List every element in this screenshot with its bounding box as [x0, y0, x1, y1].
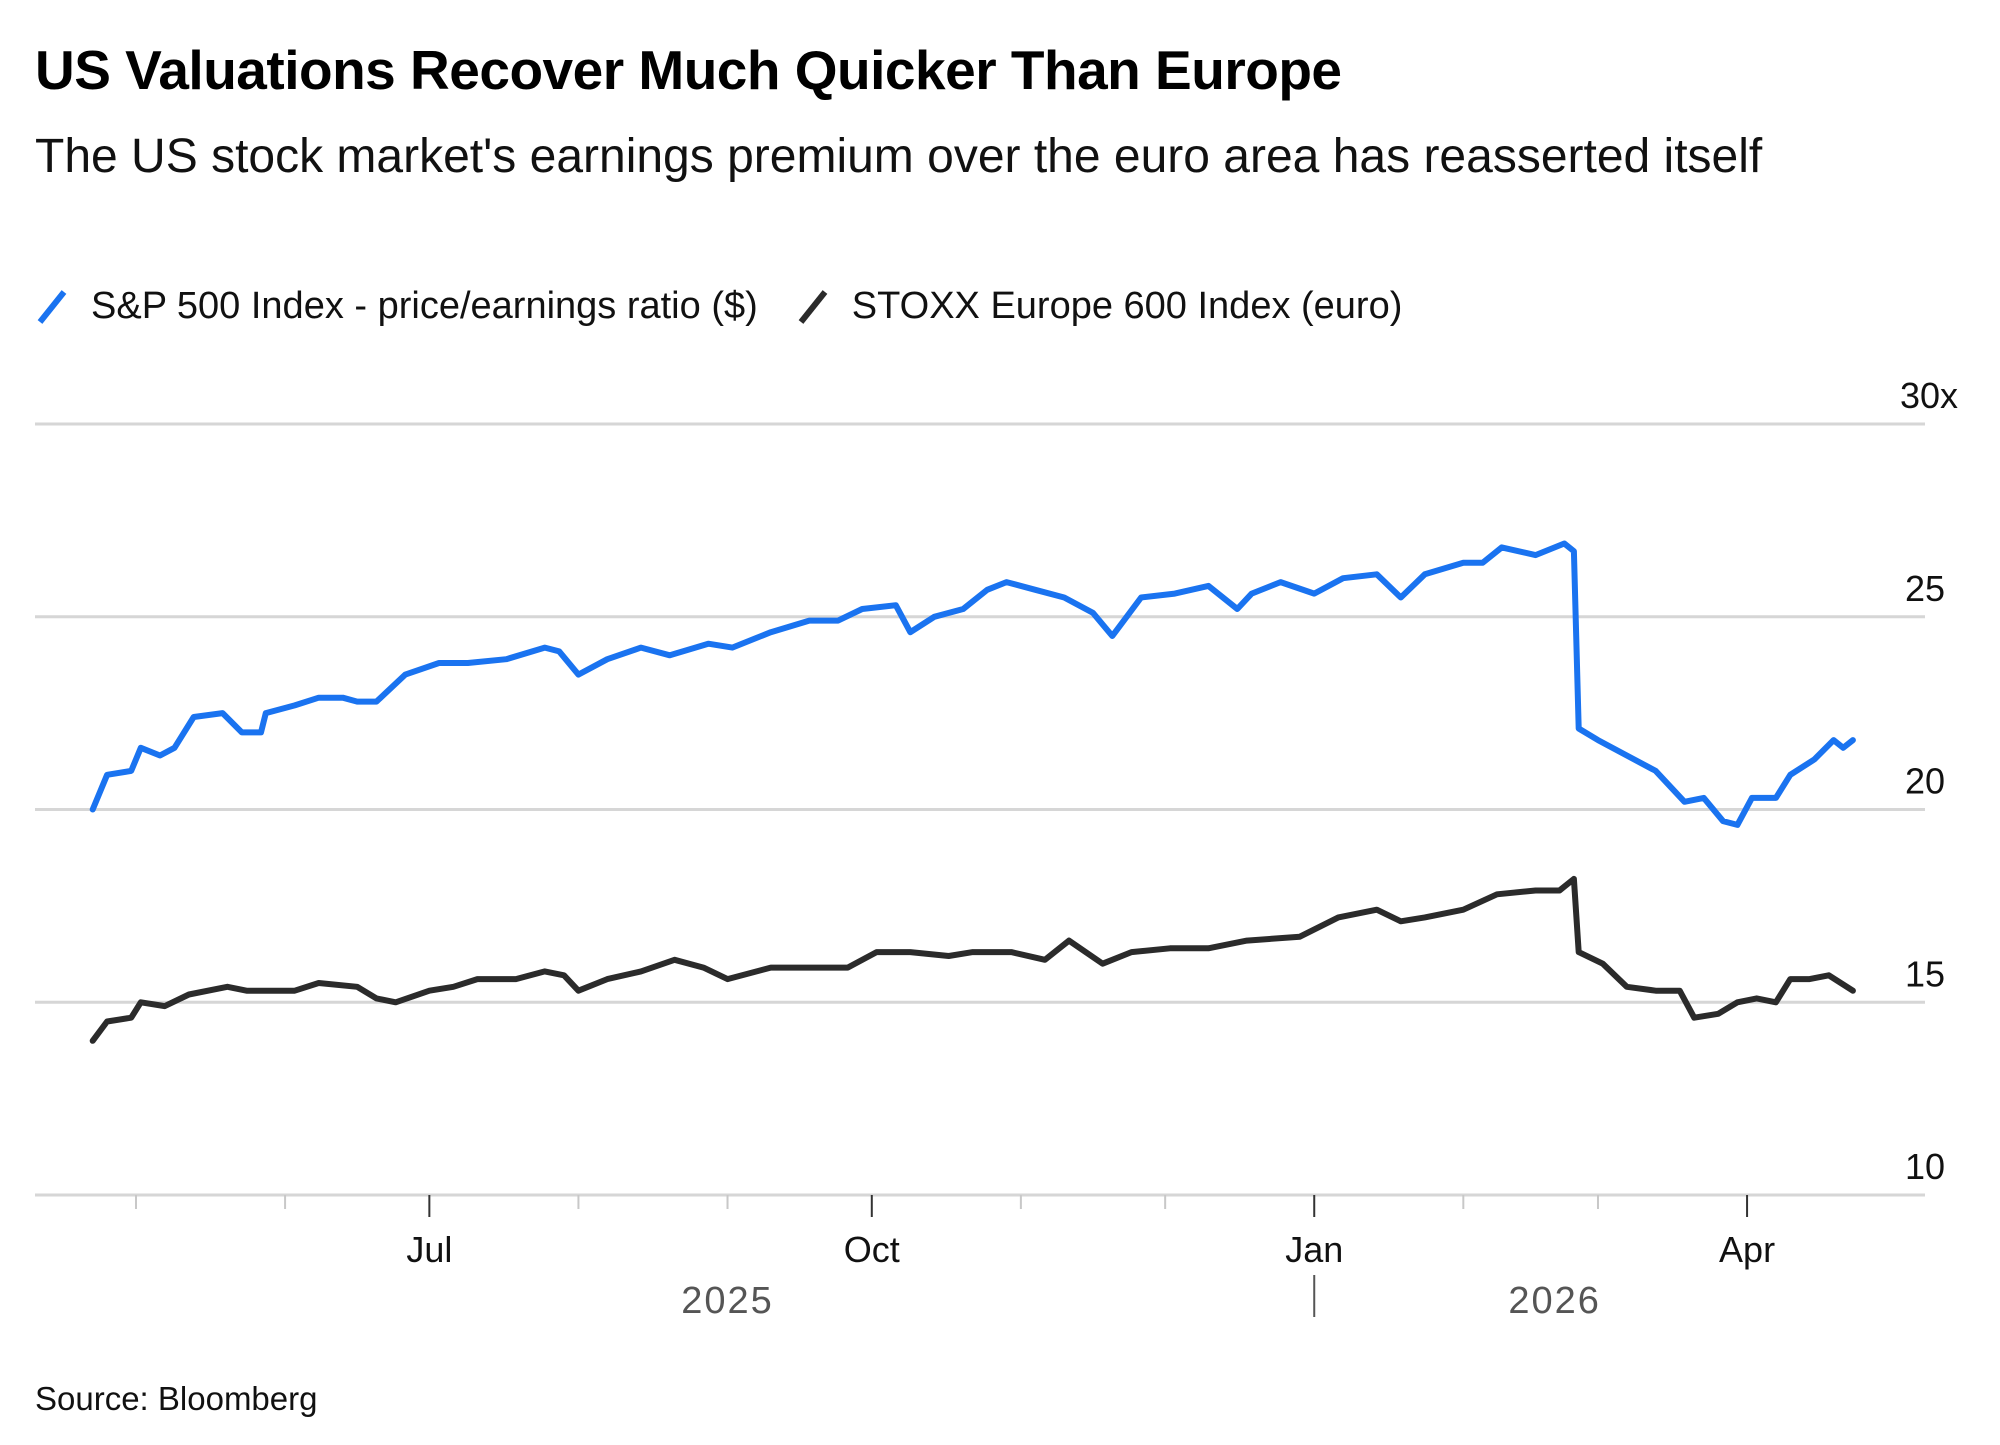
chart-subtitle: The US stock market's earnings premium o…	[35, 130, 1763, 183]
x-tick-label: Apr	[1719, 1229, 1775, 1270]
gridlines	[35, 422, 1925, 1197]
chart-title: US Valuations Recover Much Quicker Than …	[35, 39, 1342, 101]
series-line-sp500	[89, 540, 1856, 828]
y-tick-label: 10	[1905, 1146, 1945, 1187]
legend-swatch-stoxx600-icon	[798, 289, 828, 324]
legend: S&P 500 Index - price/earnings ratio ($)…	[35, 285, 1440, 328]
y-tick-label: 25	[1905, 568, 1945, 609]
x-year-label: 2026	[1508, 1280, 1601, 1322]
y-tick-label: 30x	[1900, 375, 1958, 416]
x-tick-label: Jul	[406, 1229, 452, 1270]
source-note: Source: Bloomberg	[35, 1380, 318, 1417]
x-tick-label: Oct	[844, 1229, 900, 1270]
series-line-stoxx600	[89, 875, 1856, 1044]
y-tick-label: 15	[1905, 953, 1945, 994]
legend-label-sp500: S&P 500 Index - price/earnings ratio ($)	[91, 285, 758, 327]
x-tick-label: Jan	[1285, 1229, 1343, 1270]
y-axis-labels: 30x 25 20 15 10	[1900, 375, 1958, 1187]
line-chart: 30x 25 20 15 10 Jul Oct Jan Apr 2025 2026	[35, 375, 1958, 1322]
x-year-label: 2025	[681, 1280, 774, 1322]
legend-item-stoxx600: STOXX Europe 600 Index (euro)	[796, 285, 1403, 328]
legend-swatch-sp500-icon	[37, 289, 67, 324]
x-axis: Jul Oct Jan Apr 2025 2026	[134, 1195, 1775, 1322]
legend-item-sp500: S&P 500 Index - price/earnings ratio ($)	[35, 285, 758, 328]
series-lines	[89, 540, 1856, 1044]
legend-label-stoxx600: STOXX Europe 600 Index (euro)	[851, 285, 1403, 327]
y-tick-label: 20	[1905, 761, 1945, 802]
